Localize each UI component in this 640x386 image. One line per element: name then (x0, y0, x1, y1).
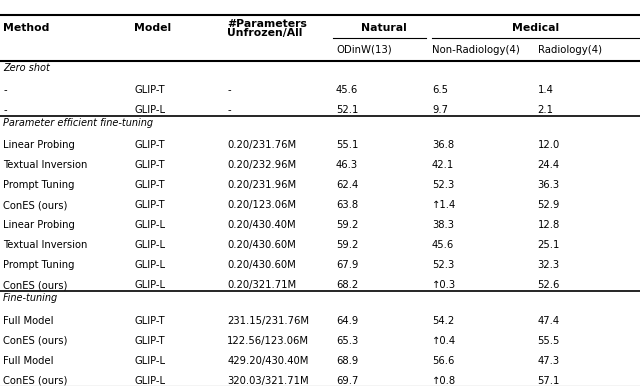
Text: 0.20/123.06M: 0.20/123.06M (227, 200, 296, 210)
Text: Zero shot: Zero shot (3, 63, 50, 73)
Text: 12.8: 12.8 (538, 220, 560, 230)
Text: 12.0: 12.0 (538, 140, 560, 150)
Text: 59.2: 59.2 (336, 220, 358, 230)
Text: 52.6: 52.6 (538, 280, 560, 290)
Text: GLIP-L: GLIP-L (134, 105, 165, 115)
Text: ConES (ours): ConES (ours) (3, 335, 68, 345)
Text: 2.1: 2.1 (538, 105, 554, 115)
Text: 36.8: 36.8 (432, 140, 454, 150)
Text: Radiology(4): Radiology(4) (538, 44, 602, 54)
Text: ↑0.8: ↑0.8 (432, 376, 456, 386)
Text: 0.20/430.60M: 0.20/430.60M (227, 260, 296, 270)
Text: Linear Probing: Linear Probing (3, 220, 75, 230)
Text: GLIP-T: GLIP-T (134, 200, 165, 210)
Text: Non-Radiology(4): Non-Radiology(4) (432, 44, 520, 54)
Text: 52.3: 52.3 (432, 260, 454, 270)
Text: 68.9: 68.9 (336, 356, 358, 366)
Text: 9.7: 9.7 (432, 105, 448, 115)
Text: 32.3: 32.3 (538, 260, 560, 270)
Text: GLIP-T: GLIP-T (134, 85, 165, 95)
Text: GLIP-L: GLIP-L (134, 240, 165, 250)
Text: GLIP-L: GLIP-L (134, 280, 165, 290)
Text: -: - (3, 105, 7, 115)
Text: Method: Method (3, 24, 49, 34)
Text: 0.20/231.96M: 0.20/231.96M (227, 180, 296, 190)
Text: 57.1: 57.1 (538, 376, 560, 386)
Text: 56.6: 56.6 (432, 356, 454, 366)
Text: 25.1: 25.1 (538, 240, 560, 250)
Text: Unfrozen/All: Unfrozen/All (227, 28, 303, 38)
Text: Full Model: Full Model (3, 356, 54, 366)
Text: 429.20/430.40M: 429.20/430.40M (227, 356, 308, 366)
Text: 45.6: 45.6 (432, 240, 454, 250)
Text: 1.4: 1.4 (538, 85, 554, 95)
Text: 54.2: 54.2 (432, 315, 454, 325)
Text: GLIP-L: GLIP-L (134, 220, 165, 230)
Text: Model: Model (134, 24, 172, 34)
Text: 65.3: 65.3 (336, 335, 358, 345)
Text: -: - (227, 85, 231, 95)
Text: 47.4: 47.4 (538, 315, 560, 325)
Text: GLIP-L: GLIP-L (134, 376, 165, 386)
Text: 52.1: 52.1 (336, 105, 358, 115)
Text: 63.8: 63.8 (336, 200, 358, 210)
Text: 38.3: 38.3 (432, 220, 454, 230)
Text: GLIP-T: GLIP-T (134, 315, 165, 325)
Text: Prompt Tuning: Prompt Tuning (3, 180, 75, 190)
Text: Full Model: Full Model (3, 315, 54, 325)
Text: Fine-tuning: Fine-tuning (3, 293, 58, 303)
Text: GLIP-L: GLIP-L (134, 260, 165, 270)
Text: GLIP-T: GLIP-T (134, 180, 165, 190)
Text: ConES (ours): ConES (ours) (3, 200, 68, 210)
Text: Medical: Medical (513, 24, 559, 34)
Text: Parameter efficient fine-tuning: Parameter efficient fine-tuning (3, 118, 154, 128)
Text: 231.15/231.76M: 231.15/231.76M (227, 315, 309, 325)
Text: 42.1: 42.1 (432, 160, 454, 170)
Text: 62.4: 62.4 (336, 180, 358, 190)
Text: Textual Inversion: Textual Inversion (3, 240, 88, 250)
Text: -: - (3, 85, 7, 95)
Text: -: - (227, 105, 231, 115)
Text: Natural: Natural (361, 24, 407, 34)
Text: 69.7: 69.7 (336, 376, 358, 386)
Text: 6.5: 6.5 (432, 85, 448, 95)
Text: 59.2: 59.2 (336, 240, 358, 250)
Text: ↑1.4: ↑1.4 (432, 200, 456, 210)
Text: 52.3: 52.3 (432, 180, 454, 190)
Text: GLIP-T: GLIP-T (134, 335, 165, 345)
Text: #Parameters: #Parameters (227, 19, 307, 29)
Text: 0.20/232.96M: 0.20/232.96M (227, 160, 296, 170)
Text: 68.2: 68.2 (336, 280, 358, 290)
Text: 0.20/430.60M: 0.20/430.60M (227, 240, 296, 250)
Text: 0.20/231.76M: 0.20/231.76M (227, 140, 296, 150)
Text: ConES (ours): ConES (ours) (3, 280, 68, 290)
Text: Textual Inversion: Textual Inversion (3, 160, 88, 170)
Text: ODinW(13): ODinW(13) (336, 44, 392, 54)
Text: 67.9: 67.9 (336, 260, 358, 270)
Text: ↑0.3: ↑0.3 (432, 280, 456, 290)
Text: ConES (ours): ConES (ours) (3, 376, 68, 386)
Text: 122.56/123.06M: 122.56/123.06M (227, 335, 309, 345)
Text: 55.1: 55.1 (336, 140, 358, 150)
Text: GLIP-T: GLIP-T (134, 160, 165, 170)
Text: 24.4: 24.4 (538, 160, 560, 170)
Text: 45.6: 45.6 (336, 85, 358, 95)
Text: Prompt Tuning: Prompt Tuning (3, 260, 75, 270)
Text: 64.9: 64.9 (336, 315, 358, 325)
Text: 52.9: 52.9 (538, 200, 560, 210)
Text: 36.3: 36.3 (538, 180, 560, 190)
Text: ↑0.4: ↑0.4 (432, 335, 456, 345)
Text: 0.20/321.71M: 0.20/321.71M (227, 280, 296, 290)
Text: 0.20/430.40M: 0.20/430.40M (227, 220, 296, 230)
Text: 46.3: 46.3 (336, 160, 358, 170)
Text: 55.5: 55.5 (538, 335, 560, 345)
Text: GLIP-L: GLIP-L (134, 356, 165, 366)
Text: 47.3: 47.3 (538, 356, 560, 366)
Text: GLIP-T: GLIP-T (134, 140, 165, 150)
Text: 320.03/321.71M: 320.03/321.71M (227, 376, 309, 386)
Text: Linear Probing: Linear Probing (3, 140, 75, 150)
